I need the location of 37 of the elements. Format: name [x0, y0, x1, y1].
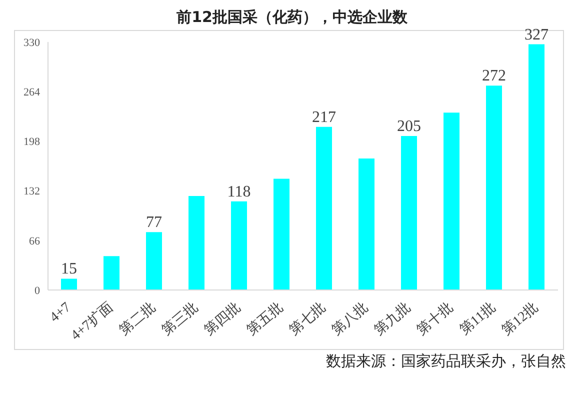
data-label: 15 — [61, 260, 77, 278]
bar — [316, 126, 332, 290]
x-tick-label: 第二批 — [116, 299, 159, 339]
data-label: 272 — [482, 68, 506, 85]
bar — [188, 196, 204, 290]
bar — [528, 44, 544, 290]
bar — [274, 178, 290, 290]
y-tick-label: 330 — [24, 36, 40, 49]
data-label: 327 — [524, 26, 548, 44]
data-label: 77 — [146, 214, 162, 232]
x-tick-label: 第七批 — [286, 299, 329, 339]
bar — [358, 158, 374, 290]
y-tick-label: 264 — [24, 86, 40, 99]
chart-title: 前12批国采（化药），中选企业数 — [176, 8, 408, 28]
y-tick-label: 198 — [24, 136, 40, 148]
source-note: 数据来源：国家药品联采办，张自然 — [326, 352, 566, 371]
x-tick-label: 第四批 — [201, 299, 244, 339]
y-tick-label: 132 — [24, 186, 40, 198]
data-label: 205 — [397, 118, 421, 135]
x-tick-label: 第三批 — [158, 299, 202, 339]
bar — [61, 278, 77, 290]
x-tick-label: 第11批 — [456, 299, 499, 338]
bar — [486, 86, 502, 290]
bar — [104, 256, 120, 290]
bar — [401, 136, 417, 290]
data-label: 217 — [312, 108, 336, 126]
y-tick-label: 0 — [34, 284, 40, 297]
y-tick-label: 66 — [29, 235, 40, 248]
x-tick-label: 第12批 — [498, 299, 542, 339]
x-tick-label: 第八批 — [328, 299, 372, 339]
bar — [231, 201, 247, 290]
x-tick-label: 第五批 — [244, 299, 286, 339]
x-tick-label: 第九批 — [371, 299, 414, 339]
bar — [146, 232, 162, 290]
data-label: 118 — [227, 183, 251, 200]
bar — [444, 112, 460, 290]
x-tick-label: 第十批 — [414, 299, 456, 339]
